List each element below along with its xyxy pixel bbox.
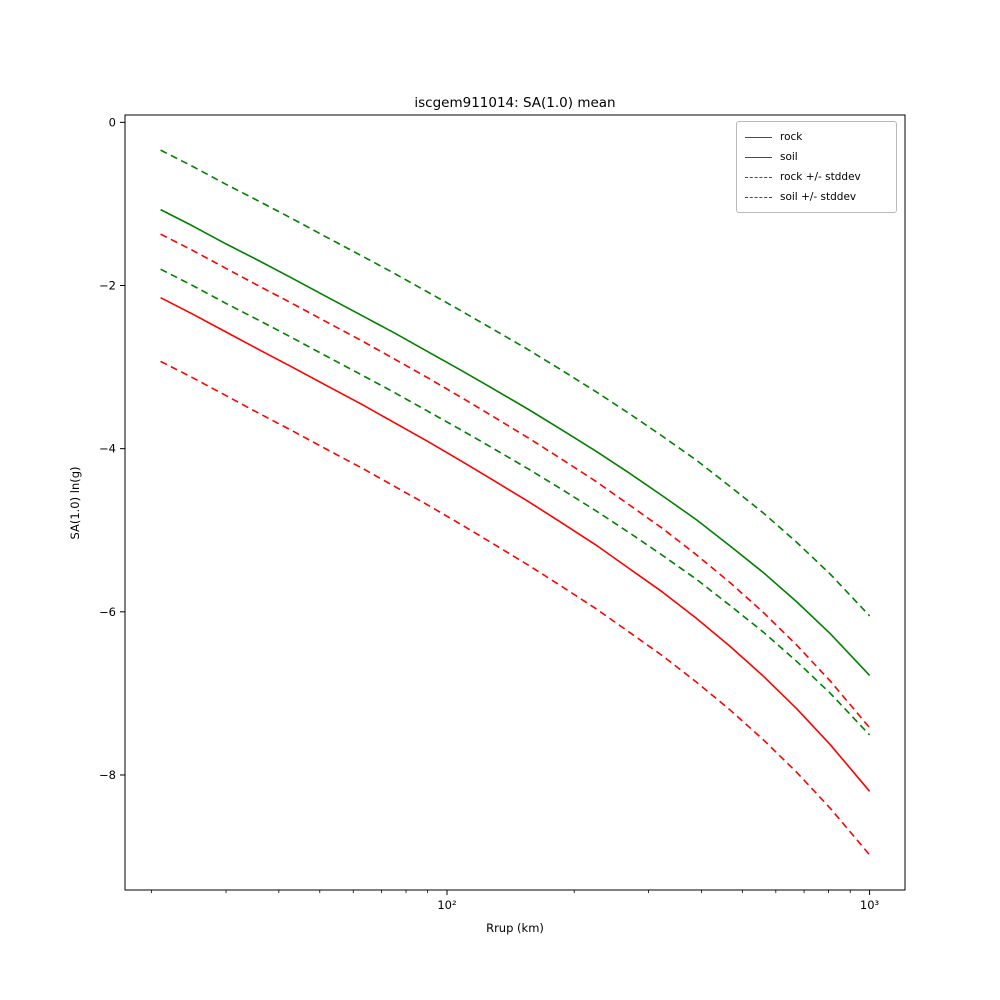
y-tick-label: 0 [109,115,116,129]
y-tick-label: −6 [99,605,116,619]
series-line-rock [160,296,871,792]
legend-item-label: rock +/- stddev [780,171,861,183]
series-line-rock-minus-stddev [160,360,871,856]
legend-item-label: rock [780,131,803,143]
series-line-soil [160,208,871,676]
x-axis-label: Rrup (km) [486,921,544,935]
chart-title: iscgem911014: SA(1.0) mean [414,95,616,111]
y-tick-label: −8 [99,768,116,782]
legend-line-sample [745,136,772,138]
y-axis-label: SA(1.0) ln(g) [68,466,82,540]
x-tick-label: 10² [437,898,456,912]
plot-border [124,114,906,891]
legend-item: soil +/- stddev [745,187,888,207]
legend-item: soil [745,147,888,167]
legend-item: rock +/- stddev [745,167,888,187]
legend-line-sample [745,156,772,158]
y-tick-label: −2 [99,279,116,293]
legend-line-sample [745,176,772,178]
x-tick-label: 10³ [860,898,880,912]
series-line-rock-plus-stddev [160,233,871,729]
legend: rock soil rock +/- stddev soil +/- stddev [736,121,897,213]
legend-item: rock [745,127,888,147]
legend-line-sample [745,196,772,198]
legend-item-label: soil +/- stddev [780,191,857,203]
series-line-soil-plus-stddev [160,149,871,617]
legend-item-label: soil [780,151,798,163]
series-line-soil-minus-stddev [160,268,871,736]
y-tick-label: −4 [99,442,116,456]
